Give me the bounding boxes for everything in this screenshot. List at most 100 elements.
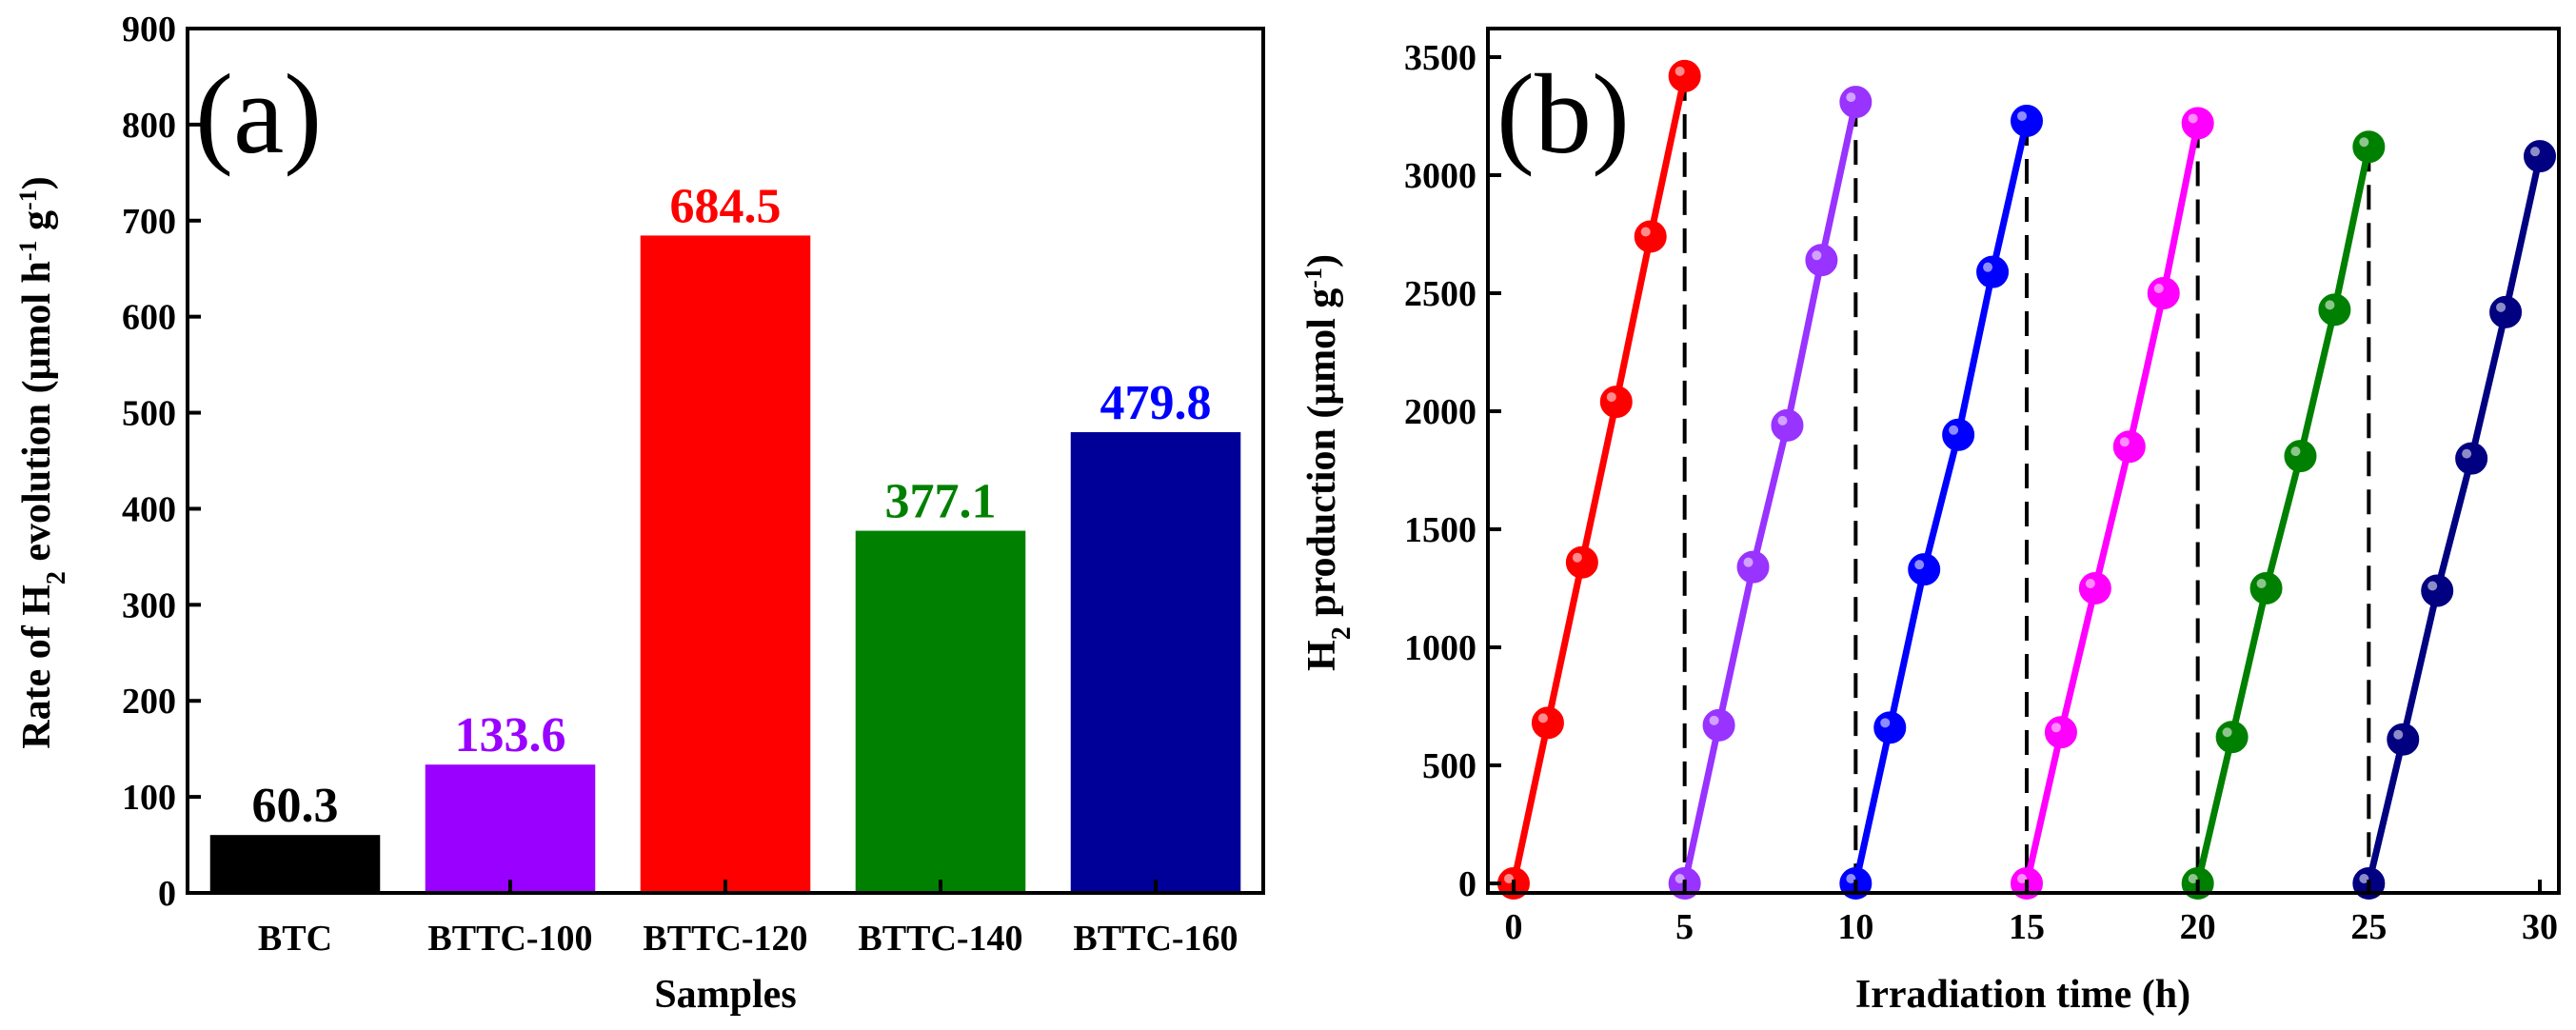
data-point [1702,708,1735,742]
y-tick-label: 800 [122,106,176,146]
y-title-h2-subscript: 2 [42,571,71,584]
data-point-highlight [1914,560,1925,570]
data-point [2112,430,2146,464]
data-point-highlight [1846,92,1856,103]
data-point-highlight [1537,713,1548,723]
data-point-highlight [2359,137,2369,148]
bar-value-label: 479.8 [1100,376,1212,430]
data-point-highlight [2393,729,2404,740]
data-point [1736,550,1770,584]
data-point-highlight [1983,262,1993,272]
data-point-highlight [2188,113,2198,124]
bar-bttc-160 [1070,431,1241,893]
data-point-highlight [2256,579,2267,588]
panel-a-bar-chart: (a) 60.3 133.6 684.5 377.1 479.8 0 100 200 300 4… [14,10,1265,1017]
data-point-highlight [2051,723,2061,733]
data-point [2352,130,2386,164]
data-point [2249,572,2283,604]
panel-a-plot-frame [186,27,1265,895]
x-tick-label: BTTC-100 [427,919,592,959]
data-point-highlight [1812,250,1822,261]
y-tick-label: 0 [158,874,176,914]
data-point [1942,418,1975,451]
y-tick-label: 200 [122,682,176,722]
data-point-highlight [1880,718,1891,728]
data-point [2147,277,2180,309]
data-point-highlight [2325,300,2335,310]
x-tick-label: 0 [1505,907,1523,947]
y-tick-label: 2000 [1404,392,1476,432]
data-point [2078,572,2111,604]
data-point-highlight [2462,448,2472,459]
data-point [1565,545,1598,579]
x-tick-label: 15 [2009,907,2045,947]
series-4 [2011,107,2214,900]
data-point [1908,553,1941,586]
y-tick-label: 700 [122,202,176,242]
y-title-h2-subscript: 2 [1327,626,1357,640]
panel-b-line-chart: (b) 0 500 1000 1500 2000 2500 3000 3500 0 5 10 15 2… [1299,27,2561,1017]
y-title-production: production (μmol g [1300,288,1344,627]
y-tick-label: 3500 [1404,38,1476,78]
x-tick-label: 25 [2350,907,2387,947]
data-point [2011,104,2043,137]
data-point-highlight [2119,437,2130,447]
series-line [1681,101,1859,884]
panel-a-label: (a) [195,50,322,177]
data-point [2044,716,2077,749]
y-title-rate: Rate of H [15,584,59,749]
series-line [1852,120,2031,884]
data-point-highlight [2530,147,2540,157]
y-title-gram-exponent: -1 [14,189,42,210]
x-tick-label: BTC [258,919,332,959]
x-tick-label: 10 [1837,907,1873,947]
y-title-hour-exponent: -1 [14,240,42,261]
data-point-highlight [1504,874,1514,883]
data-point-highlight [2222,727,2232,738]
panel-b-x-axis-title: Irradiation time (h) [1855,973,2190,1017]
data-point [1976,255,2010,288]
data-point [2181,107,2214,140]
y-title-close: ) [1300,254,1344,267]
data-point-highlight [1640,227,1651,237]
x-tick-label: BTTC-140 [858,919,1022,959]
y-tick-label: 100 [122,778,176,818]
data-point-highlight [1606,392,1616,403]
panel-b-y-axis-title: H2 production (μmol g-1) [1299,254,1357,671]
y-title-evolution: evolution (μmol h [15,261,59,571]
x-tick-label: 30 [2522,907,2558,947]
data-point [1599,386,1633,419]
data-point-highlight [2017,110,2027,121]
series-line [1510,75,1689,884]
panel-b-label: (b) [1496,50,1630,177]
data-point [2284,440,2317,473]
series-3 [1839,104,2043,900]
data-point [2387,723,2420,756]
data-point [1531,706,1564,740]
x-tick-label: 5 [1675,907,1694,947]
data-point-highlight [1846,874,1856,883]
bar-bttc-140 [855,530,1026,893]
panel-a-y-axis-title: Rate of H2 evolution (μmol h-1 g-1) [14,176,71,748]
x-tick-label: BTTC-120 [643,919,807,959]
y-tick-label: 500 [122,394,176,434]
x-tick-label: BTTC-160 [1073,919,1238,959]
data-point-highlight [2359,874,2369,883]
series-5 [2181,130,2386,900]
bar-bttc-120 [640,235,811,894]
data-point [1771,408,1804,442]
data-point-highlight [2153,284,2164,293]
series-line [2023,122,2202,884]
data-point [1634,220,1667,253]
data-point-highlight [2496,302,2507,312]
x-tick-label: 20 [2180,907,2216,947]
y-tick-label: 600 [122,298,176,338]
data-point-highlight [2085,579,2095,588]
data-point-highlight [1572,552,1582,563]
series-line [2194,146,2372,884]
data-point-highlight [2017,874,2027,883]
y-title-h: H [1300,640,1344,671]
series-line [2365,155,2544,884]
data-point [1805,244,1838,277]
data-point [1668,59,1701,92]
